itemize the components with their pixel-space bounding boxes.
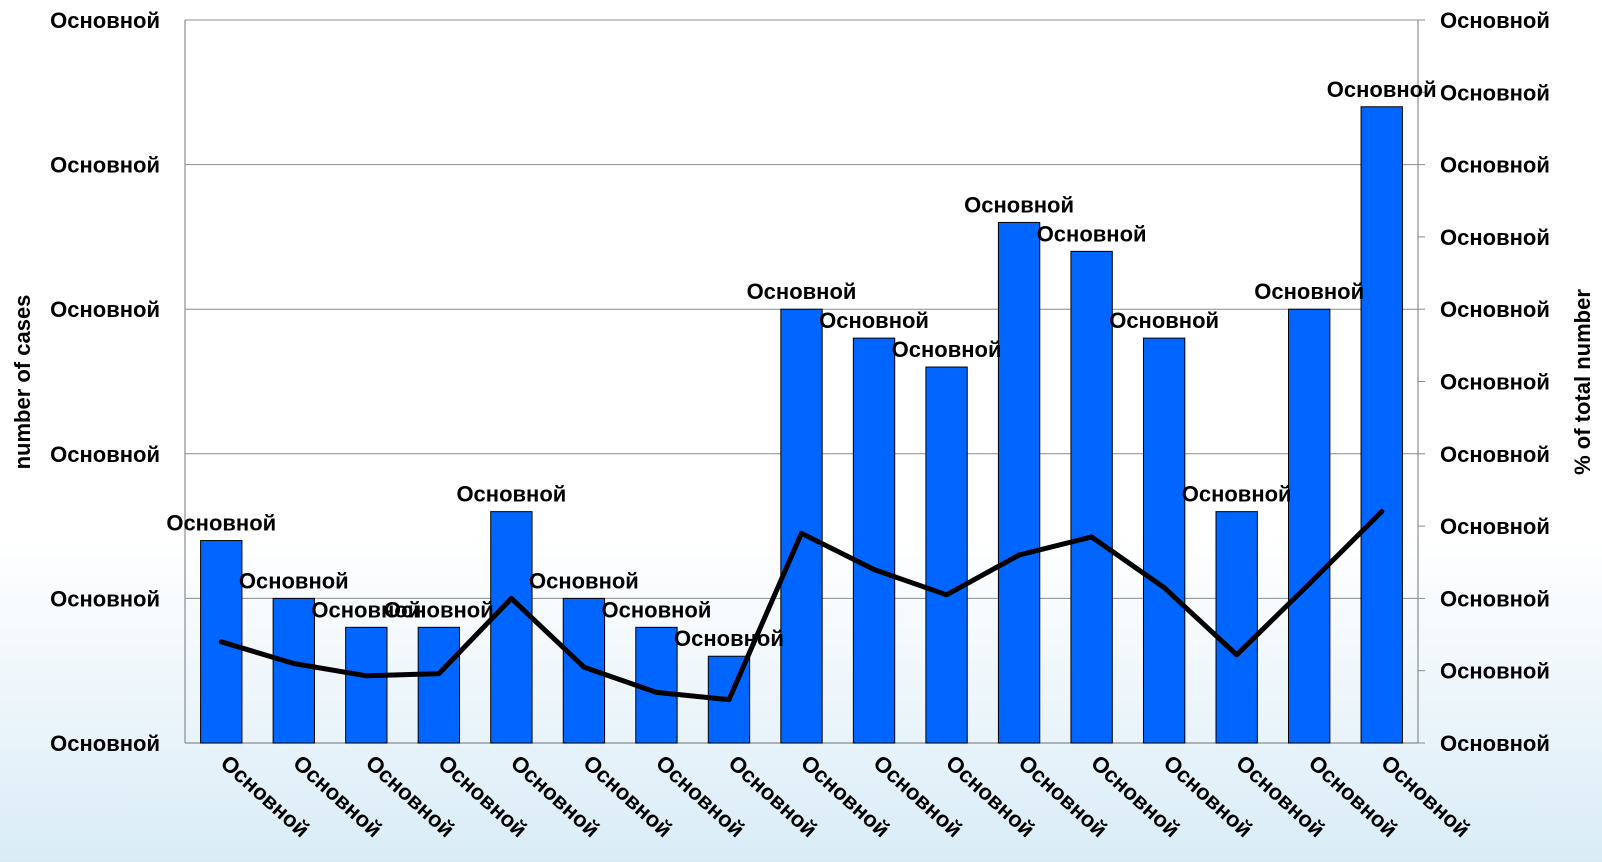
right-tick-label: Основной: [1440, 586, 1550, 611]
bar: [780, 308, 823, 744]
line-point: [581, 664, 587, 670]
line-point: [1234, 652, 1240, 658]
right-tick-label: Основной: [1440, 225, 1550, 250]
line-point: [1089, 534, 1095, 540]
bar: [997, 221, 1041, 744]
bar: [1142, 337, 1186, 744]
bar: [925, 366, 968, 744]
bar: [490, 511, 533, 744]
line-point: [291, 660, 297, 666]
bar-data-label: Основной: [964, 192, 1074, 217]
bar: [417, 626, 461, 744]
left-axis-title: number of cases: [10, 295, 35, 470]
line-point: [363, 673, 369, 679]
bar-data-label: Основной: [892, 337, 1002, 362]
right-tick-label: Основной: [1440, 659, 1550, 684]
line-point: [218, 639, 224, 645]
bar-data-label: Основной: [747, 279, 857, 304]
right-tick-label: Основной: [1440, 8, 1550, 33]
bar-data-label: Основной: [166, 511, 276, 536]
line-point: [1161, 585, 1167, 591]
right-tick-label: Основной: [1440, 153, 1550, 178]
bar-series: [200, 106, 1403, 744]
bar: [1360, 106, 1403, 744]
line-point: [799, 530, 804, 536]
bar: [1215, 511, 1258, 744]
bar-data-label: Основной: [1182, 482, 1292, 507]
line-point: [1306, 581, 1312, 587]
bar-data-label: Основной: [1327, 77, 1437, 102]
right-tick-label: Основной: [1440, 514, 1550, 539]
bar-data-label: Основной: [239, 568, 349, 593]
bar-data-label: Основной: [311, 597, 421, 622]
bar: [1288, 308, 1331, 744]
axes: [184, 19, 1425, 744]
line-point: [653, 689, 659, 695]
bar-data-label: Основной: [602, 597, 712, 622]
bar-data-label: Основной: [384, 597, 494, 622]
right-axis-title: % of total number: [1570, 289, 1595, 475]
left-tick-label: Основной: [50, 8, 160, 33]
right-tick-label: Основной: [1440, 442, 1550, 467]
right-tick-label: Основной: [1440, 80, 1550, 105]
left-tick-label: Основной: [50, 731, 160, 756]
right-tick-label: Основной: [1440, 297, 1550, 322]
left-tick-label: Основной: [50, 586, 160, 611]
right-tick-label: Основной: [1440, 731, 1550, 756]
bar-data-label: Основной: [1037, 221, 1147, 246]
bar-data-label: Основной: [674, 626, 784, 651]
bar: [852, 337, 896, 744]
right-tick-label: Основной: [1440, 370, 1550, 395]
line-point: [508, 595, 514, 601]
left-tick-label: Основной: [50, 442, 160, 467]
line-point: [1379, 509, 1385, 515]
line-point: [436, 671, 442, 677]
line-point: [726, 697, 732, 703]
bar-data-label: Основной: [1254, 279, 1364, 304]
left-tick-label: Основной: [50, 153, 160, 178]
bar-data-label: Основной: [529, 568, 639, 593]
bar: [1070, 250, 1113, 744]
bar: [272, 597, 315, 744]
line-point: [944, 592, 950, 598]
line-series: [218, 509, 1385, 703]
bar-data-label: Основной: [1109, 308, 1219, 333]
left-tick-label: Основной: [50, 297, 160, 322]
bar: [345, 626, 388, 744]
line-point: [871, 566, 877, 572]
bar-data-label: Основной: [456, 482, 566, 507]
bar-data-label: Основной: [819, 308, 929, 333]
line-point: [1016, 552, 1022, 558]
